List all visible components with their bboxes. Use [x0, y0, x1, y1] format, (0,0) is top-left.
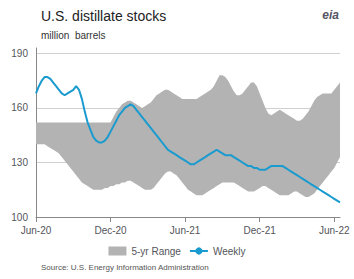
svg-text:5-yr Range: 5-yr Range [131, 246, 181, 257]
svg-text:Weekly: Weekly [213, 246, 246, 257]
svg-text:160: 160 [11, 102, 28, 113]
svg-text:million barrels: million barrels [41, 30, 105, 41]
svg-text:U.S. distillate stocks: U.S. distillate stocks [41, 8, 166, 24]
svg-text:Dec-20: Dec-20 [94, 225, 127, 236]
svg-text:Jun-21: Jun-21 [170, 225, 201, 236]
svg-text:130: 130 [11, 157, 28, 168]
svg-text:Dec-21: Dec-21 [244, 225, 277, 236]
svg-text:Source: U.S. Energy Informatio: Source: U.S. Energy Information Administ… [41, 263, 209, 272]
svg-text:190: 190 [11, 48, 28, 59]
svg-text:Jun-20: Jun-20 [21, 225, 52, 236]
svg-text:eia: eia [322, 8, 339, 22]
svg-text:100: 100 [11, 212, 28, 223]
svg-text:Jun-22: Jun-22 [319, 225, 350, 236]
